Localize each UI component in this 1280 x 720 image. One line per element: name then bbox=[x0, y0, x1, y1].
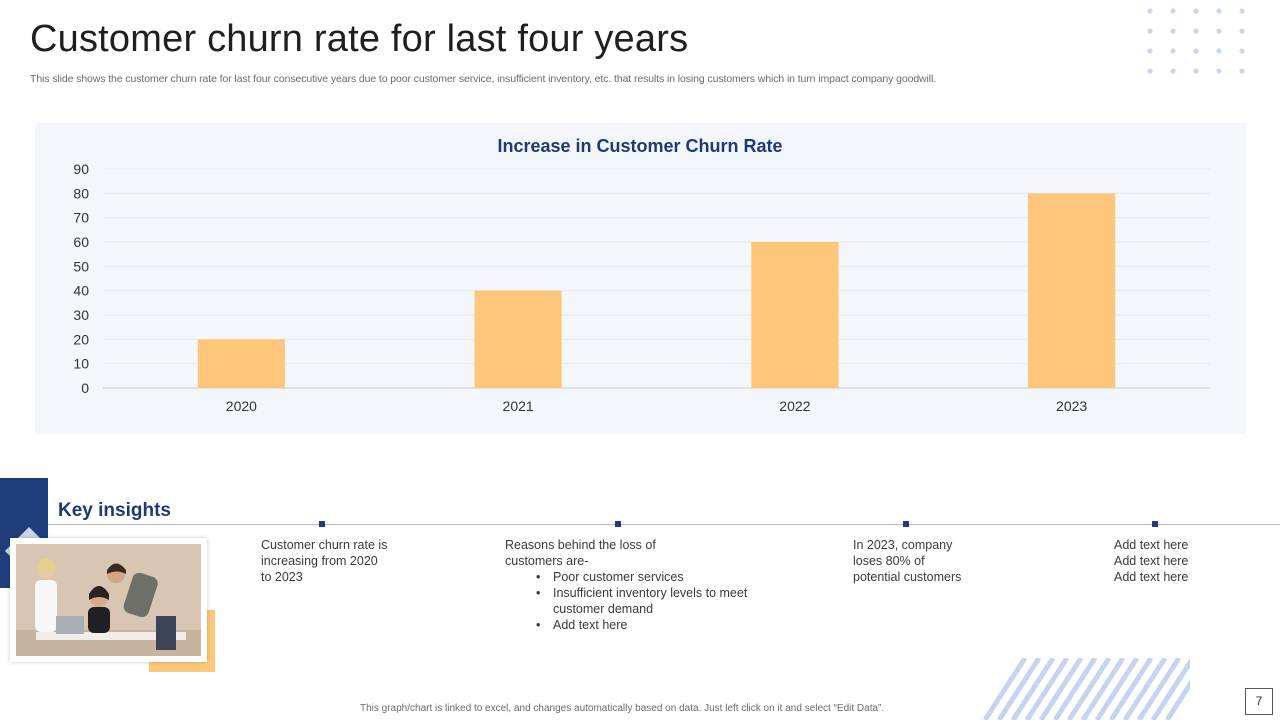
y-tick-label: 0 bbox=[81, 380, 89, 396]
decorative-dot bbox=[1147, 68, 1153, 74]
decorative-dot bbox=[1193, 68, 1199, 74]
y-tick-label: 50 bbox=[73, 258, 89, 274]
team-photo-frame bbox=[10, 538, 207, 662]
insight-line: Add text here bbox=[1114, 554, 1189, 568]
decorative-stripe bbox=[982, 658, 1028, 720]
reason-item: Poor customer services bbox=[505, 569, 775, 585]
insight-line: potential customers bbox=[853, 570, 962, 584]
insight-line: In 2023, company bbox=[853, 538, 953, 552]
chart-title: Increase in Customer Churn Rate bbox=[497, 136, 782, 156]
bar-2021[interactable] bbox=[474, 290, 562, 388]
bar-2022[interactable] bbox=[751, 242, 839, 388]
insight-2023-loss: In 2023, company loses 80% of potential … bbox=[853, 537, 1003, 585]
bar-chart: Increase in Customer Churn Rate 0 10 20 30 4… bbox=[73, 136, 1210, 414]
decorative-stripe bbox=[1080, 658, 1126, 720]
decorative-stripes bbox=[982, 658, 1190, 720]
decorative-stripe bbox=[996, 658, 1042, 720]
decorative-dot bbox=[1170, 28, 1176, 34]
y-tick-label: 60 bbox=[73, 234, 89, 250]
slide-title: Customer churn rate for last four years bbox=[30, 18, 689, 60]
decorative-dot-grid bbox=[1147, 8, 1245, 74]
decorative-dot bbox=[1170, 8, 1176, 14]
insight-line: Customer churn rate is bbox=[261, 538, 388, 552]
timeline-marker-4 bbox=[1152, 521, 1158, 527]
decorative-dot bbox=[1147, 8, 1153, 14]
decorative-dot bbox=[1239, 68, 1245, 74]
decorative-dot bbox=[1239, 8, 1245, 14]
reason-item: Insufficient inventory levels to meet bbox=[505, 585, 775, 601]
decorative-dot bbox=[1147, 48, 1153, 54]
decorative-stripe bbox=[1094, 658, 1140, 720]
decorative-dot bbox=[1216, 68, 1222, 74]
decorative-dot bbox=[1193, 8, 1199, 14]
decorative-dot bbox=[1193, 48, 1199, 54]
reason-item: Add text here bbox=[505, 617, 775, 633]
team-photo bbox=[16, 544, 201, 656]
insight-reasons: Reasons behind the loss of customers are… bbox=[505, 537, 775, 633]
decorative-stripe bbox=[1136, 658, 1182, 720]
decorative-stripe bbox=[1024, 658, 1070, 720]
insight-line: increasing from 2020 bbox=[261, 554, 378, 568]
insight-placeholder: Add text here Add text here Add text her… bbox=[1114, 537, 1234, 585]
footer-note: This graph/chart is linked to excel, and… bbox=[360, 703, 885, 714]
page-number: 7 bbox=[1245, 688, 1273, 715]
y-tick-label: 70 bbox=[73, 210, 89, 226]
decorative-stripe bbox=[1052, 658, 1098, 720]
x-tick-label: 2023 bbox=[1056, 398, 1087, 414]
key-insights-heading: Key insights bbox=[58, 500, 171, 521]
decorative-dot bbox=[1216, 48, 1222, 54]
insight-line: Add text here bbox=[1114, 538, 1189, 552]
decorative-dot bbox=[1216, 28, 1222, 34]
decorative-dot bbox=[1239, 28, 1245, 34]
x-tick-label: 2021 bbox=[503, 398, 534, 414]
y-tick-label: 80 bbox=[73, 185, 89, 201]
insight-churn-increase: Customer churn rate is increasing from 2… bbox=[261, 537, 421, 585]
timeline-marker-2 bbox=[615, 521, 621, 527]
decorative-dot bbox=[1239, 48, 1245, 54]
y-tick-label: 90 bbox=[73, 161, 89, 177]
slide-subtitle: This slide shows the customer churn rate… bbox=[30, 73, 937, 85]
decorative-dot bbox=[1193, 28, 1199, 34]
y-tick-label: 30 bbox=[73, 307, 89, 323]
decorative-dot bbox=[1170, 48, 1176, 54]
reasons-list: Poor customer services Insufficient inve… bbox=[505, 569, 775, 633]
decorative-stripe bbox=[1010, 658, 1056, 720]
decorative-stripe bbox=[1150, 658, 1190, 720]
decorative-stripe bbox=[1164, 679, 1190, 720]
decorative-stripe bbox=[1066, 658, 1112, 720]
x-tick-label: 2020 bbox=[226, 398, 257, 414]
timeline-marker-3 bbox=[903, 521, 909, 527]
decorative-dot bbox=[1147, 28, 1153, 34]
bar-2023[interactable] bbox=[1028, 193, 1116, 388]
chart-panel[interactable]: Increase in Customer Churn Rate 0 10 20 30 4… bbox=[35, 123, 1246, 434]
insight-line: to 2023 bbox=[261, 570, 303, 584]
insight-line: loses 80% of bbox=[853, 554, 925, 568]
decorative-dot bbox=[1170, 68, 1176, 74]
insight-line: customers are- bbox=[505, 554, 589, 568]
y-tick-label: 10 bbox=[73, 356, 89, 372]
decorative-stripe bbox=[1122, 658, 1168, 720]
insight-line: Reasons behind the loss of bbox=[505, 538, 656, 552]
x-tick-label: 2022 bbox=[779, 398, 810, 414]
insight-line: Add text here bbox=[1114, 570, 1189, 584]
y-tick-label: 40 bbox=[73, 283, 89, 299]
reason-item-continuation: customer demand bbox=[553, 602, 654, 616]
decorative-stripe bbox=[1108, 658, 1154, 720]
decorative-dot bbox=[1216, 8, 1222, 14]
decorative-stripe bbox=[1038, 658, 1084, 720]
timeline-marker-1 bbox=[319, 521, 325, 527]
bar-2020[interactable] bbox=[197, 339, 285, 388]
timeline-line bbox=[48, 524, 1280, 525]
y-tick-label: 20 bbox=[73, 331, 89, 347]
